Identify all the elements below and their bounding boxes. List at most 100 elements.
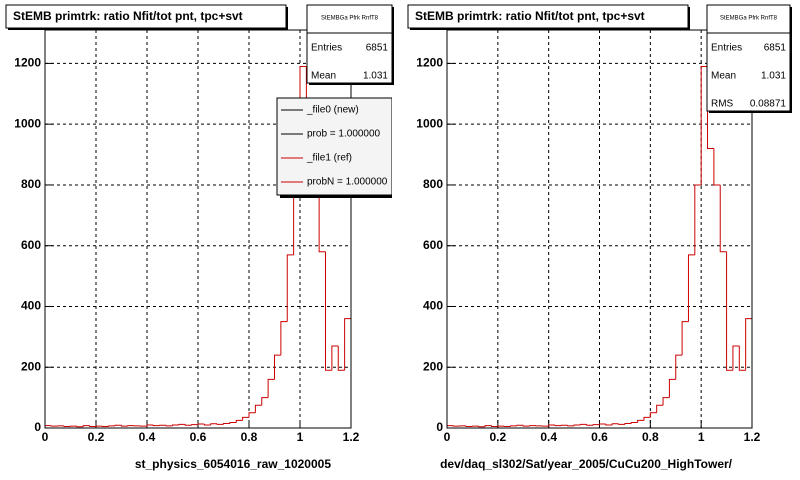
histogram-bin xyxy=(726,251,733,371)
histogram-bin xyxy=(210,423,218,425)
histogram-bin xyxy=(611,423,619,425)
histogram-bin xyxy=(522,425,530,427)
x-tick-label: 0.6 xyxy=(591,430,608,444)
histogram-bin xyxy=(510,425,517,427)
histogram-bin xyxy=(274,354,281,380)
y-tick-label: 0 xyxy=(34,420,41,434)
y-tick-label: 800 xyxy=(423,177,443,191)
histogram-bin xyxy=(248,412,256,418)
histogram-bin xyxy=(567,425,575,427)
y-tick-label: 1200 xyxy=(416,56,443,70)
histogram-bin xyxy=(618,423,625,425)
stats-value: 1.031 xyxy=(363,71,388,82)
histogram-bin xyxy=(573,424,581,426)
histogram-bin xyxy=(63,425,71,427)
y-tick-label: 200 xyxy=(423,359,443,373)
histogram-bin xyxy=(242,416,249,421)
histogram-bin xyxy=(681,321,689,356)
histogram-bin xyxy=(624,422,632,425)
histogram-bin xyxy=(548,424,556,427)
histogram-bin xyxy=(630,422,638,424)
histogram-bin xyxy=(586,424,594,426)
histogram-bin xyxy=(662,397,670,406)
histogram-bin xyxy=(82,425,90,427)
histogram-bin xyxy=(465,425,473,427)
x-tick-label: 0.4 xyxy=(540,430,557,444)
histogram-bin xyxy=(656,404,664,413)
histogram-bin xyxy=(325,251,332,371)
stats-value: 1.031 xyxy=(761,71,786,82)
stats-title: StEMBGa Pfrk RnfT8 xyxy=(720,16,778,22)
histogram-bin xyxy=(599,423,606,425)
histogram-bin xyxy=(732,345,740,371)
x-tick-label: 0 xyxy=(444,430,451,444)
y-tick-label: 1000 xyxy=(14,116,41,130)
histogram-bin xyxy=(649,412,657,418)
x-tick-label: 0.6 xyxy=(190,430,207,444)
stats-label: RMS xyxy=(711,99,734,110)
histogram-bin xyxy=(643,416,651,421)
chart-title: StEMB primtrk: ratio Nfit/tot pnt, tpc+s… xyxy=(13,9,243,23)
stats-value: 6851 xyxy=(764,43,787,54)
histogram-bin xyxy=(197,423,205,425)
histogram-bin xyxy=(719,184,727,253)
y-tick-label: 1200 xyxy=(14,56,41,70)
y-tick-label: 200 xyxy=(21,359,41,373)
y-tick-label: 400 xyxy=(21,299,41,313)
histogram-bin xyxy=(216,423,224,425)
histogram-bin xyxy=(592,424,600,426)
x-tick-label: 1 xyxy=(698,430,705,444)
x-tick-label: 0.2 xyxy=(88,430,105,444)
histogram-bin xyxy=(554,424,562,427)
histogram-bin xyxy=(687,254,695,322)
x-axis-label: dev/daq_sl302/Sat/year_2005/CuCu200_High… xyxy=(440,457,733,471)
legend-label: _file1 (ref) xyxy=(306,153,352,164)
histogram-bin xyxy=(675,354,683,380)
histogram-bin xyxy=(267,378,275,398)
legend-label: _file0 (new) xyxy=(306,105,359,116)
histogram-bin xyxy=(344,318,351,371)
y-tick-label: 800 xyxy=(21,177,41,191)
title-box xyxy=(407,4,689,29)
histogram-bin xyxy=(745,318,752,371)
legend-clip xyxy=(392,96,402,201)
histogram-bin xyxy=(337,345,345,371)
histogram-bin xyxy=(280,321,288,356)
histogram-bin xyxy=(127,425,135,427)
histogram-bin xyxy=(178,423,186,425)
histogram-bin xyxy=(191,424,198,426)
x-tick-label: 0.8 xyxy=(241,430,258,444)
histogram-bin xyxy=(152,424,160,427)
stats-box xyxy=(706,4,791,112)
y-tick-label: 600 xyxy=(21,238,41,252)
y-tick-label: 0 xyxy=(436,420,443,434)
histogram-bin xyxy=(286,254,294,322)
histogram-bin xyxy=(108,425,116,427)
histogram-bin xyxy=(203,424,211,426)
histogram-bin xyxy=(331,345,339,371)
x-axis-label: st_physics_6054016_raw_1020005 xyxy=(135,457,331,471)
histogram-bin xyxy=(478,426,486,428)
stats-box xyxy=(306,4,393,84)
histogram-bin xyxy=(605,424,613,426)
x-tick-label: 1.2 xyxy=(744,430,761,444)
stats-value: 6851 xyxy=(366,43,389,54)
histogram-bin xyxy=(89,425,96,427)
histogram-bin xyxy=(318,184,326,253)
histogram-bin xyxy=(229,422,237,424)
histogram-bin xyxy=(165,425,173,427)
stats-label: Entries xyxy=(311,43,342,54)
stats-label: Mean xyxy=(311,71,336,82)
histogram-bin xyxy=(235,419,243,423)
y-tick-label: 400 xyxy=(423,299,443,313)
histogram-bin xyxy=(484,425,492,427)
stats-label: Mean xyxy=(711,71,736,82)
histogram-bin xyxy=(452,425,460,427)
histogram-bin xyxy=(516,424,524,426)
title-box xyxy=(5,4,287,29)
chart-title: StEMB primtrk: ratio Nfit/tot pnt, tpc+s… xyxy=(415,9,645,23)
x-tick-label: 0.2 xyxy=(489,430,506,444)
histogram-bin xyxy=(529,425,536,427)
y-tick-label: 1000 xyxy=(416,116,443,130)
histogram-bin xyxy=(713,148,721,186)
